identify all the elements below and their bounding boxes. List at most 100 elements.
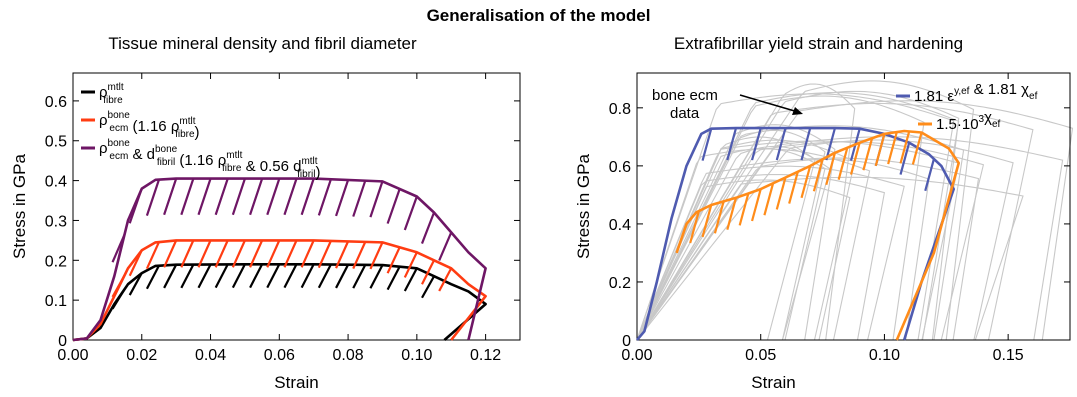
y-tick-label: 0.6 xyxy=(45,94,67,111)
hatch-mark xyxy=(317,240,332,269)
hatch-mark xyxy=(231,239,246,268)
hatch-mark xyxy=(775,177,787,210)
plot-frame xyxy=(72,72,521,341)
data-curve xyxy=(636,83,856,341)
series-1 xyxy=(72,239,487,342)
y-axis-label: Stress in GPa xyxy=(10,154,29,259)
hatch-mark xyxy=(899,131,911,164)
hatch-mark xyxy=(438,231,453,261)
hatch-mark xyxy=(283,178,298,216)
chart-left: 0.00 0.02 0.04 0.06 0.08 0.10 0.12 0 0.1 0.2 0.3 0.… xyxy=(10,72,521,392)
y-tick-label: 0.3 xyxy=(45,213,67,230)
hatch-mark xyxy=(300,263,315,289)
left-panel-title: Tissue mineral density and fibril diamet… xyxy=(108,34,417,53)
legend-label: 1.81 εy,ef & 1.81 χef xyxy=(914,81,1038,105)
hatch-mark xyxy=(128,272,143,296)
hatch-mark xyxy=(726,127,738,161)
hatch-mark xyxy=(420,212,436,244)
hatch-mark xyxy=(128,188,143,224)
series-0 xyxy=(636,126,955,341)
hatch-mark xyxy=(899,142,911,175)
hatch-mark xyxy=(197,263,212,289)
x-tick-label: 0.10 xyxy=(869,347,900,364)
annotation-line-2: data xyxy=(670,105,700,122)
series-line xyxy=(72,239,487,342)
hatch-mark xyxy=(334,179,350,217)
hatch-mark xyxy=(214,263,229,289)
x-tick-label: 0.08 xyxy=(333,347,364,364)
hatch-mark xyxy=(800,165,812,199)
hatch-mark xyxy=(111,233,126,263)
data-curve xyxy=(636,141,985,341)
legend-label: ρmtlt fibre xyxy=(99,82,124,106)
hatch-mark xyxy=(317,178,332,216)
hatch-mark xyxy=(911,132,923,165)
hatch-mark xyxy=(249,239,264,268)
y-tick-label: 0.6 xyxy=(609,159,631,176)
data-curve xyxy=(636,165,905,341)
x-tick-label: 0.12 xyxy=(470,347,501,364)
x-tick-label: 0.06 xyxy=(264,347,295,364)
hatch-mark xyxy=(231,263,246,289)
hatch-mark xyxy=(352,180,367,217)
hatch-mark xyxy=(738,193,750,226)
hatch-mark xyxy=(163,239,178,268)
hatch-mark xyxy=(386,246,401,274)
series-2 xyxy=(72,177,487,342)
hatch-mark xyxy=(386,188,401,224)
legend-label: ρbone ecm & dbone fibril (1.16 ρmtlt fibre … xyxy=(99,138,321,181)
hatch-mark xyxy=(825,127,837,161)
right-panel-title: Extrafibrillar yield strain and hardenin… xyxy=(673,34,964,53)
y-tick-label: 0.5 xyxy=(45,134,67,151)
hatch-mark xyxy=(317,263,332,289)
y-tick-label: 0.4 xyxy=(45,174,67,191)
hatch-mark xyxy=(335,264,350,289)
hatch-mark xyxy=(862,138,874,171)
legend: 1.81 εy,ef & 1.81 χef 1.5·103χef xyxy=(896,81,1038,133)
data-curve xyxy=(636,80,975,341)
hatch-mark xyxy=(403,196,418,231)
y-tick-label: 0.2 xyxy=(609,275,631,292)
y-tick-label: 0 xyxy=(58,333,67,350)
hatch-mark xyxy=(249,178,264,216)
annotation-arrow xyxy=(739,94,799,113)
hatch-mark xyxy=(386,266,401,291)
data-curve xyxy=(636,129,826,341)
hatch-mark xyxy=(403,267,418,292)
y-tick-label: 0.8 xyxy=(609,101,631,118)
hatch-mark xyxy=(214,239,229,268)
hatch-mark xyxy=(788,171,799,204)
hatch-mark xyxy=(763,182,775,216)
data-curve xyxy=(636,136,816,341)
hatch-mark xyxy=(180,264,195,289)
data-curve xyxy=(636,158,930,341)
legend-label: ρbone ecm (1.16 ρmtlt fibre) xyxy=(99,110,200,141)
hatch-mark xyxy=(163,178,178,216)
hatch-mark xyxy=(887,131,898,165)
hatch-mark xyxy=(128,249,143,277)
hatch-mark xyxy=(403,251,418,278)
x-tick-label: 0.10 xyxy=(401,347,432,364)
figure-title: Generalisation of the model xyxy=(426,6,651,25)
hatch-mark xyxy=(775,127,787,161)
hatch-mark xyxy=(145,265,160,290)
hatch-mark xyxy=(421,275,435,299)
hatch-mark xyxy=(701,204,713,238)
plot-frame xyxy=(636,72,1071,341)
hatch-mark xyxy=(421,259,436,285)
hatch-mark xyxy=(713,201,725,234)
series-line xyxy=(675,129,960,341)
hatch-mark xyxy=(266,178,281,216)
hatch-mark xyxy=(924,158,935,192)
data-curve xyxy=(636,139,856,341)
x-tick-label: 0.05 xyxy=(745,347,776,364)
x-tick-label: 0.00 xyxy=(57,347,88,364)
hatch-mark xyxy=(180,239,195,268)
bone-ecm-data-curves xyxy=(636,80,1074,341)
data-curve xyxy=(636,90,960,341)
data-curve xyxy=(636,145,831,341)
hatch-mark xyxy=(800,127,812,161)
data-curve xyxy=(636,179,851,341)
data-curve xyxy=(636,124,836,341)
